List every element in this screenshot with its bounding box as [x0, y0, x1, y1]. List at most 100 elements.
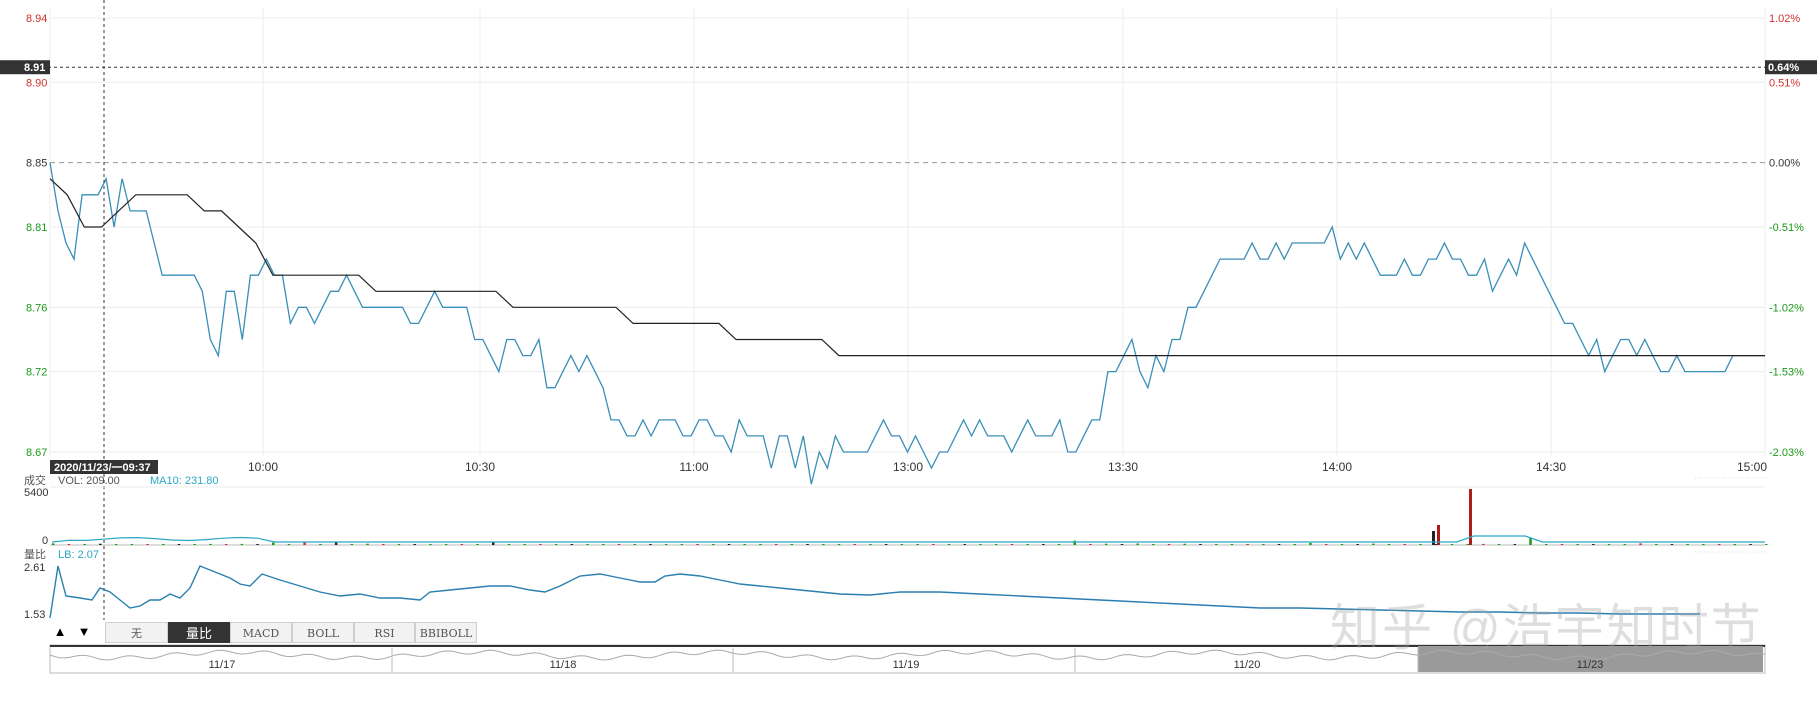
avg-price-line	[49, 178, 1765, 357]
volume-bar	[1513, 544, 1517, 545]
volume-bar	[444, 544, 448, 545]
navigator-date: 11/23	[1577, 659, 1604, 671]
lb-tick-label: 1.53	[24, 609, 45, 621]
pct-tick-label: 0.51%	[1769, 77, 1800, 89]
volume-bar	[884, 544, 888, 545]
lb-label: LB: 2.07	[58, 549, 99, 561]
tab-macd[interactable]: MACD	[230, 622, 292, 643]
volume-bar	[209, 544, 212, 545]
volume-bar	[413, 544, 416, 545]
lb-tick-label: 2.61	[24, 562, 45, 574]
volume-bar	[1183, 543, 1186, 545]
volume-bar	[680, 544, 684, 545]
volume-bar	[1545, 544, 1548, 545]
volume-bar	[539, 544, 542, 545]
volume-bar	[1469, 489, 1472, 545]
volume-bar	[774, 544, 778, 545]
volume-bar	[1765, 544, 1768, 545]
lb-panel-title: 量比	[24, 548, 46, 561]
pct-tick-label: -2.03%	[1769, 447, 1804, 459]
volume-bar	[1152, 544, 1155, 545]
tab-量比[interactable]: 量比	[168, 622, 230, 643]
price-tick-label: 8.81	[26, 222, 47, 234]
volume-bar	[1670, 544, 1674, 545]
volume-bar	[224, 544, 228, 545]
volume-bar	[1309, 542, 1312, 545]
volume-bar	[1482, 543, 1485, 545]
volume-bar	[963, 544, 966, 545]
volume-bar	[52, 543, 55, 545]
volume-bar	[633, 544, 636, 545]
time-tick-label: 15:00	[1737, 460, 1767, 474]
scroll-down-icon[interactable]: ▼	[77, 624, 91, 639]
navigator-selection	[1418, 646, 1763, 672]
volume-bar	[1104, 543, 1108, 545]
volume-bar	[99, 543, 102, 545]
volume-bar	[1293, 544, 1296, 545]
tab-rsi[interactable]: RSI	[354, 622, 415, 643]
tab-boll[interactable]: BOLL	[292, 622, 354, 643]
volume-bar	[712, 544, 715, 545]
tab-none[interactable]: 无	[105, 622, 168, 643]
volume-bar	[1403, 544, 1406, 545]
volume-bar	[334, 541, 338, 545]
crosshair-pct-box	[1765, 60, 1817, 75]
volume-bar	[649, 544, 652, 545]
volume-bar	[554, 544, 558, 545]
lb-line	[49, 565, 1700, 619]
pct-tick-label: -1.02%	[1769, 302, 1804, 314]
volume-bar	[382, 544, 385, 545]
volume-bar	[1560, 544, 1564, 545]
volume-bar	[476, 544, 479, 545]
volume-bar	[272, 542, 275, 545]
volume-bar	[1340, 544, 1344, 545]
volume-bar	[1702, 544, 1705, 545]
scroll-up-icon[interactable]: ▲	[53, 624, 67, 639]
volume-bar	[1686, 544, 1689, 545]
volume-bar	[1592, 544, 1595, 545]
volume-bar	[1230, 544, 1234, 545]
pct-tick-label: 0.00%	[1769, 158, 1800, 170]
volume-bar	[177, 544, 181, 545]
price-tick-label: 8.90	[26, 77, 47, 89]
volume-bar	[1717, 544, 1721, 545]
time-tick-label: 14:00	[1322, 460, 1352, 474]
crosshair-price: 8.91	[24, 62, 45, 74]
volume-bar	[979, 544, 982, 545]
volume-bar	[932, 544, 935, 545]
volume-bar	[460, 544, 464, 545]
tab-bbiboll[interactable]: BBIBOLL	[415, 622, 477, 643]
volume-bar	[319, 544, 322, 545]
navigator-date: 11/18	[550, 659, 577, 671]
volume-bar	[743, 544, 746, 545]
volume-bar	[586, 544, 589, 545]
volume-bar	[1607, 544, 1611, 545]
volume-bar	[507, 544, 511, 545]
navigator-sparkline	[49, 649, 1766, 661]
volume-ma-label: MA10: 231.80	[150, 475, 219, 487]
volume-bar	[916, 544, 919, 545]
volume-bar	[1010, 544, 1014, 545]
volume-bar	[1199, 544, 1202, 545]
volume-bar	[1042, 544, 1045, 545]
volume-bar	[1246, 544, 1249, 545]
volume-bar	[193, 544, 196, 545]
price-tick-label: 8.67	[26, 447, 47, 459]
volume-bar	[696, 544, 699, 545]
volume-bar	[1136, 543, 1139, 545]
pct-tick-label: -1.53%	[1769, 367, 1804, 379]
price-tick-label: 8.94	[26, 13, 47, 25]
volume-bar	[1576, 544, 1579, 545]
volume-zero-label: 0	[42, 535, 48, 547]
volume-bar	[1325, 544, 1328, 545]
volume-bar	[837, 544, 841, 545]
crosshair-time: 2020/11/23/一09:37	[54, 462, 151, 474]
volume-bar	[1277, 544, 1281, 545]
volume-bar	[146, 544, 149, 545]
volume-bar	[366, 543, 369, 545]
volume-bar	[1432, 531, 1435, 545]
volume-bar	[256, 544, 259, 545]
volume-bar	[853, 544, 856, 545]
volume-bar	[1057, 544, 1061, 545]
